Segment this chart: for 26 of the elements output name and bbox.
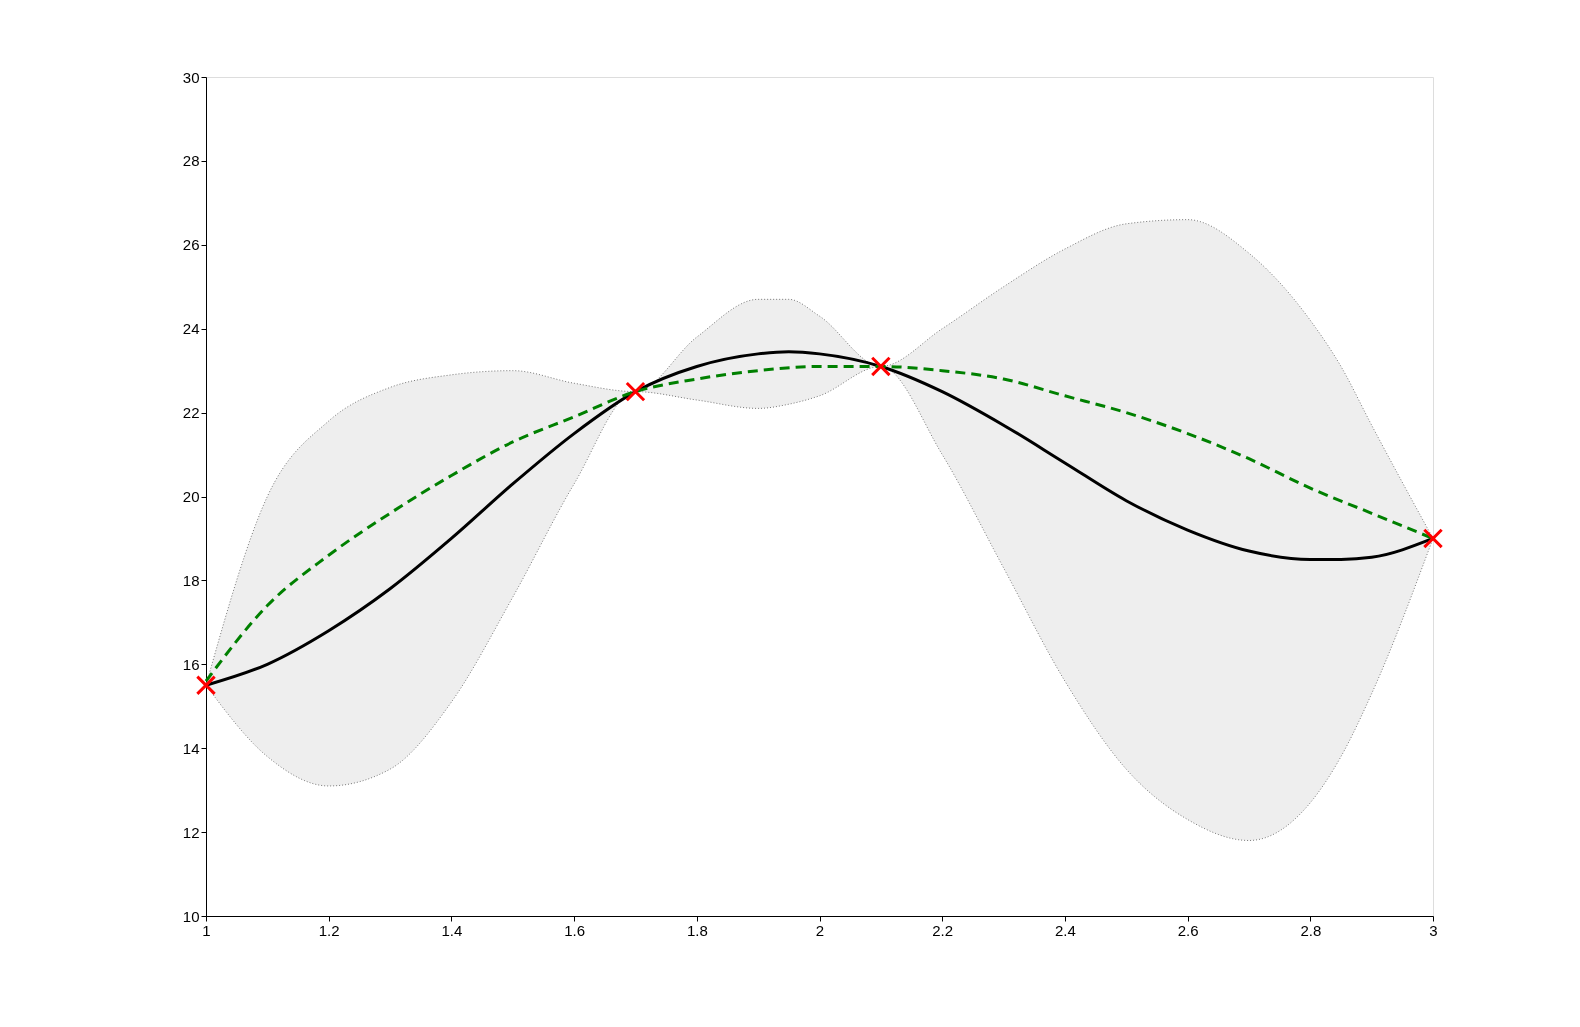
x-tick-label: 1 (202, 921, 211, 939)
y-tick-label: 30 (182, 68, 200, 86)
y-tick-label: 28 (182, 152, 200, 170)
x-tick-label: 2.6 (1177, 921, 1199, 939)
y-tick-label: 22 (182, 404, 200, 422)
x-tick-label: 1.6 (564, 921, 586, 939)
y-tick-label: 12 (182, 823, 200, 841)
x-tick-label: 3 (1429, 921, 1438, 939)
x-tick-label: 2.4 (1054, 921, 1076, 939)
x-tick-label: 1.8 (686, 921, 708, 939)
y-tick-label: 26 (182, 236, 200, 254)
y-tick-label: 18 (182, 571, 200, 589)
x-tick-label: 2.8 (1300, 921, 1322, 939)
y-tick-label: 20 (182, 488, 200, 505)
x-tick-label: 2.2 (932, 921, 954, 939)
point (625, 381, 646, 402)
point (870, 356, 892, 377)
point (195, 675, 217, 696)
x-tick-label: 1.2 (318, 921, 340, 939)
y-tick-label: 14 (182, 739, 200, 757)
y-tick-label: 16 (182, 655, 200, 673)
point (1422, 528, 1443, 549)
x-tick-label: 1.4 (441, 921, 463, 939)
y-tick-label: 24 (182, 320, 200, 338)
y-tick-label: 10 (182, 907, 200, 925)
x-tick-label: 2 (815, 921, 825, 939)
